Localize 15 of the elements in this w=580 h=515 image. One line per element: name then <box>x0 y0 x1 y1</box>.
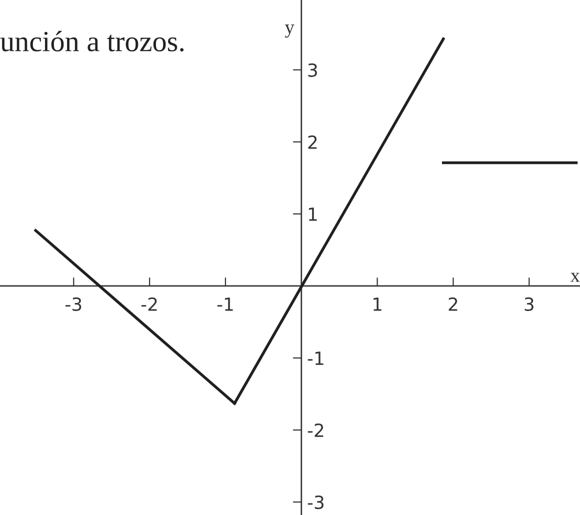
y-tick-label: -3 <box>308 495 324 510</box>
y-tick-label: 3 <box>308 63 317 77</box>
x-axis-title: x <box>570 272 580 282</box>
x-tick-label: 3 <box>524 297 534 312</box>
text: unción a trozos. <box>0 30 184 52</box>
y-tick-label: -1 <box>308 352 324 365</box>
y-tick-label: 2 <box>308 135 317 149</box>
x-tick-label: 1 <box>374 298 382 311</box>
y-tick-label: -2 <box>308 423 324 437</box>
y-axis-title: y <box>284 24 294 38</box>
x-tick-label: -1 <box>217 298 233 311</box>
x-tick-label: -3 <box>66 297 82 312</box>
y-tick-label: 1 <box>308 208 317 221</box>
x-tick-label: -2 <box>141 297 157 311</box>
x-tick-label: 2 <box>448 297 458 311</box>
